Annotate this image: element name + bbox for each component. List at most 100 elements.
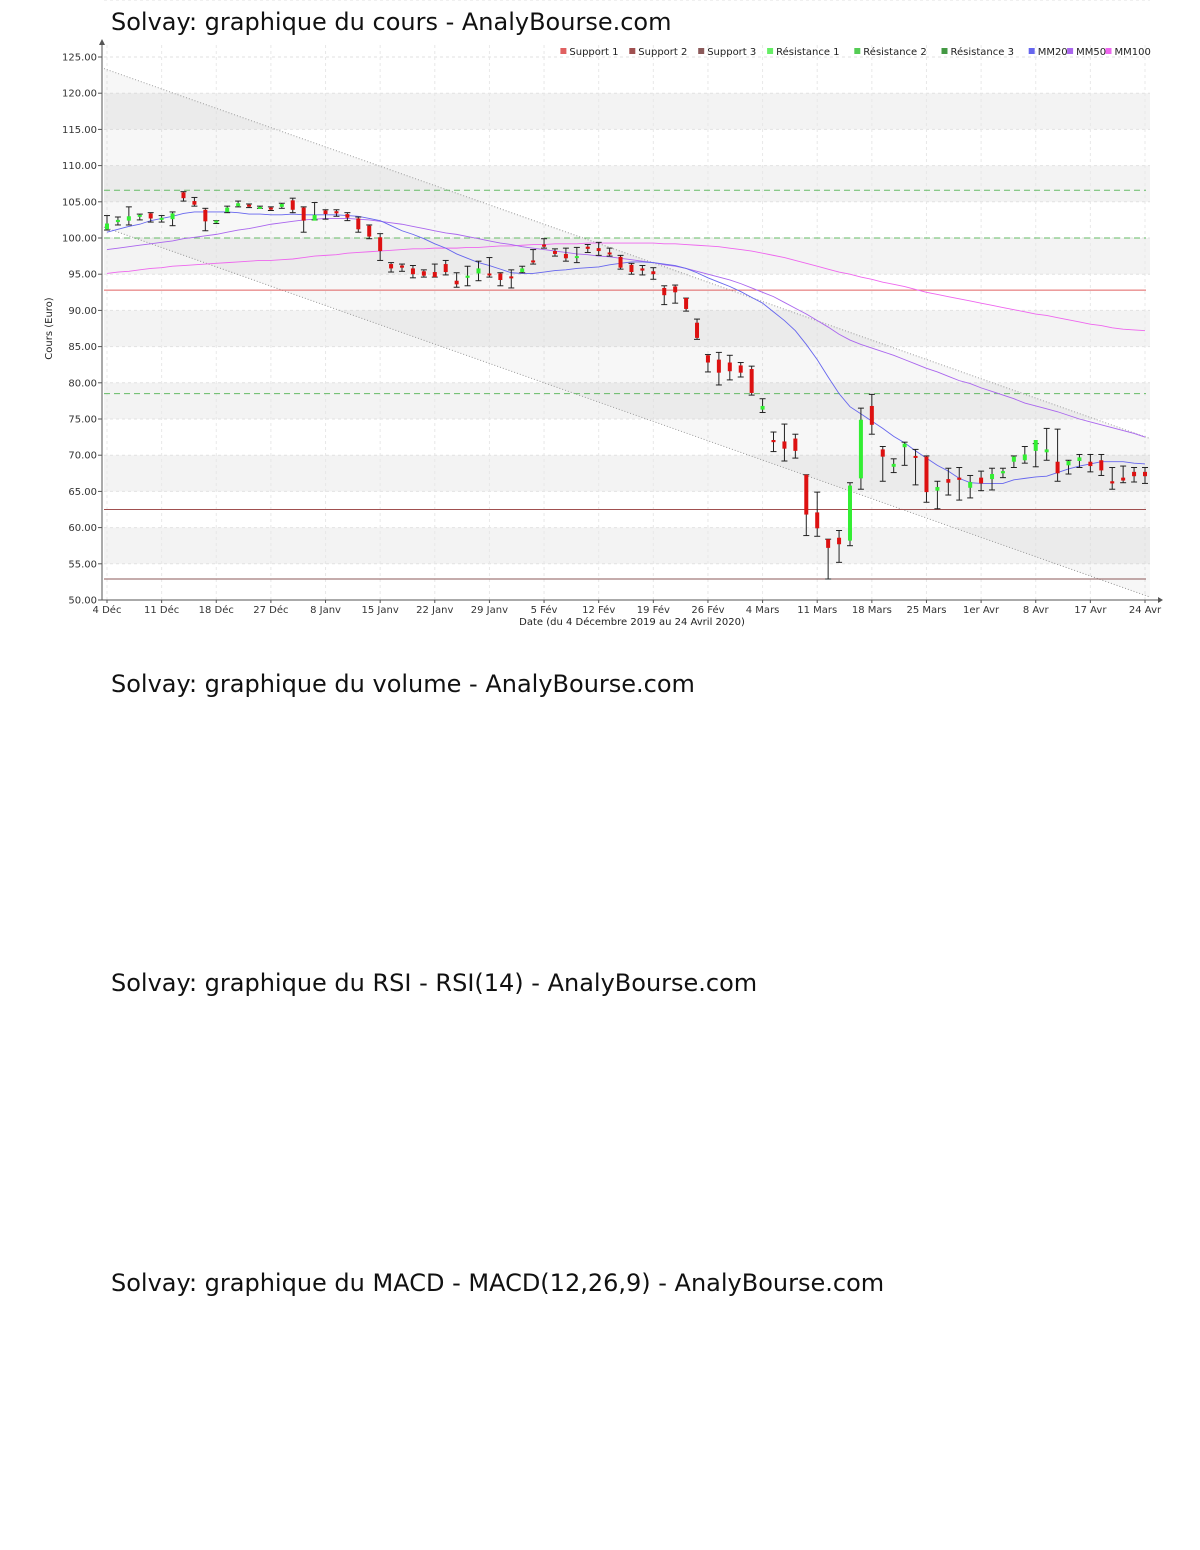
x-tick-label: 24 Avr bbox=[1129, 605, 1162, 616]
legend-label: Support 1 bbox=[569, 47, 618, 58]
candle-body bbox=[695, 322, 700, 338]
candle-body bbox=[421, 271, 426, 276]
x-tick-label: 15 Janv bbox=[362, 605, 399, 616]
candle-body bbox=[880, 449, 885, 457]
x-tick-label: 29 Janv bbox=[471, 605, 508, 616]
candle-body bbox=[804, 474, 809, 515]
candle-body bbox=[268, 207, 273, 210]
candle-body bbox=[552, 251, 557, 254]
candle-body bbox=[869, 405, 874, 425]
y-tick-label: 125.00 bbox=[62, 53, 97, 64]
y-tick-label: 60.00 bbox=[68, 523, 97, 534]
candle-body bbox=[990, 474, 995, 480]
x-tick-label: 12 Fév bbox=[582, 604, 615, 616]
x-tick-label: 25 Mars bbox=[906, 605, 946, 616]
y-tick-label: 105.00 bbox=[62, 197, 97, 208]
candle-body bbox=[979, 477, 984, 484]
x-axis-label: Date (du 4 Décembre 2019 au 24 Avril 202… bbox=[519, 616, 745, 628]
candle-body bbox=[705, 355, 710, 363]
x-tick-label: 5 Fév bbox=[531, 604, 558, 616]
grid-band bbox=[104, 382, 1150, 419]
candle-body bbox=[290, 200, 295, 210]
candle-body bbox=[105, 223, 109, 230]
grid-band bbox=[104, 527, 1150, 564]
candle-body bbox=[225, 207, 230, 212]
candle-body bbox=[323, 210, 328, 215]
candle-body bbox=[465, 275, 470, 278]
mm50-line bbox=[106, 218, 1146, 438]
candle-body bbox=[596, 248, 601, 252]
candle-body bbox=[749, 369, 754, 393]
candle-body bbox=[902, 443, 907, 448]
x-tick-label: 8 Avr bbox=[1023, 605, 1050, 616]
y-tick-label: 75.00 bbox=[68, 415, 97, 426]
candle-body bbox=[192, 201, 197, 205]
candle-body bbox=[1121, 477, 1126, 481]
macd-chart-title: Solvay: graphique du MACD - MACD(12,26,9… bbox=[111, 1269, 885, 1297]
candle-body bbox=[378, 237, 383, 252]
x-tick-label: 27 Déc bbox=[253, 604, 288, 616]
legend-swatch bbox=[1028, 48, 1035, 54]
x-tick-label: 11 Mars bbox=[797, 605, 837, 616]
candle-body bbox=[410, 268, 415, 275]
candle-body bbox=[1033, 439, 1038, 451]
legend: MM100 MM50 MM20 Résistance 3 Résistance 2 Rés… bbox=[560, 46, 1151, 58]
candle-body bbox=[542, 244, 547, 247]
grid-band bbox=[104, 165, 1150, 202]
candle-body bbox=[400, 265, 405, 268]
grid-band bbox=[104, 310, 1150, 347]
legend-label: Résistance 3 bbox=[951, 46, 1014, 58]
legend-swatch bbox=[698, 48, 705, 54]
candle-body bbox=[1143, 471, 1147, 477]
candle-body bbox=[115, 219, 120, 223]
y-tick-label: 80.00 bbox=[68, 378, 97, 389]
candle-body bbox=[946, 479, 951, 483]
legend-swatch bbox=[560, 48, 567, 54]
y-tick-label: 90.00 bbox=[68, 306, 97, 317]
grid-band bbox=[104, 238, 1150, 275]
candle-body bbox=[1000, 471, 1005, 474]
candle-body bbox=[716, 359, 721, 373]
x-tick-label: 17 Avr bbox=[1074, 605, 1107, 616]
x-axis-arrow bbox=[1158, 597, 1163, 603]
candle-body bbox=[487, 273, 492, 276]
candle-body bbox=[924, 456, 929, 493]
grid-band bbox=[104, 93, 1150, 130]
x-tick-label: 8 Janv bbox=[310, 605, 341, 616]
candle-body bbox=[760, 405, 765, 410]
mm100-line bbox=[106, 242, 1146, 332]
candle-body bbox=[837, 537, 842, 545]
candle-body bbox=[137, 214, 142, 217]
candle-body bbox=[913, 455, 918, 458]
candle-body bbox=[1022, 454, 1027, 461]
candle-body bbox=[640, 268, 645, 271]
legend-swatch bbox=[941, 48, 948, 54]
x-tick-label: 11 Déc bbox=[144, 604, 179, 616]
candle-body bbox=[826, 539, 831, 548]
y-tick-label: 110.00 bbox=[62, 161, 97, 172]
legend-swatch bbox=[1067, 48, 1074, 54]
candle-body bbox=[498, 273, 503, 280]
trend-upper bbox=[103, 68, 1151, 440]
candle-body bbox=[520, 268, 525, 273]
candle-body bbox=[159, 217, 164, 220]
y-tick-label: 70.00 bbox=[68, 451, 97, 462]
candle-body bbox=[1066, 460, 1071, 466]
candle-body bbox=[1088, 461, 1093, 467]
candle-body bbox=[247, 204, 252, 207]
candle-body bbox=[935, 487, 940, 491]
legend-label: Support 2 bbox=[638, 47, 687, 58]
price-chart-title: Solvay: graphique du cours - AnalyBourse… bbox=[111, 8, 672, 36]
legend-label: MM20 bbox=[1038, 47, 1068, 58]
candle-body bbox=[1044, 449, 1049, 453]
candle-body bbox=[1132, 471, 1137, 477]
candle-body bbox=[170, 213, 175, 220]
candle-body bbox=[148, 213, 153, 219]
trend-channel bbox=[104, 68, 1150, 598]
candle-body bbox=[618, 256, 623, 268]
candle-body bbox=[1077, 457, 1082, 461]
price-chart: 50.00 55.00 60.00 65.00 70.00 75.00 80.00 85.00… bbox=[44, 39, 1163, 628]
legend-swatch bbox=[629, 48, 636, 54]
x-tick-label: 26 Fév bbox=[691, 604, 724, 616]
